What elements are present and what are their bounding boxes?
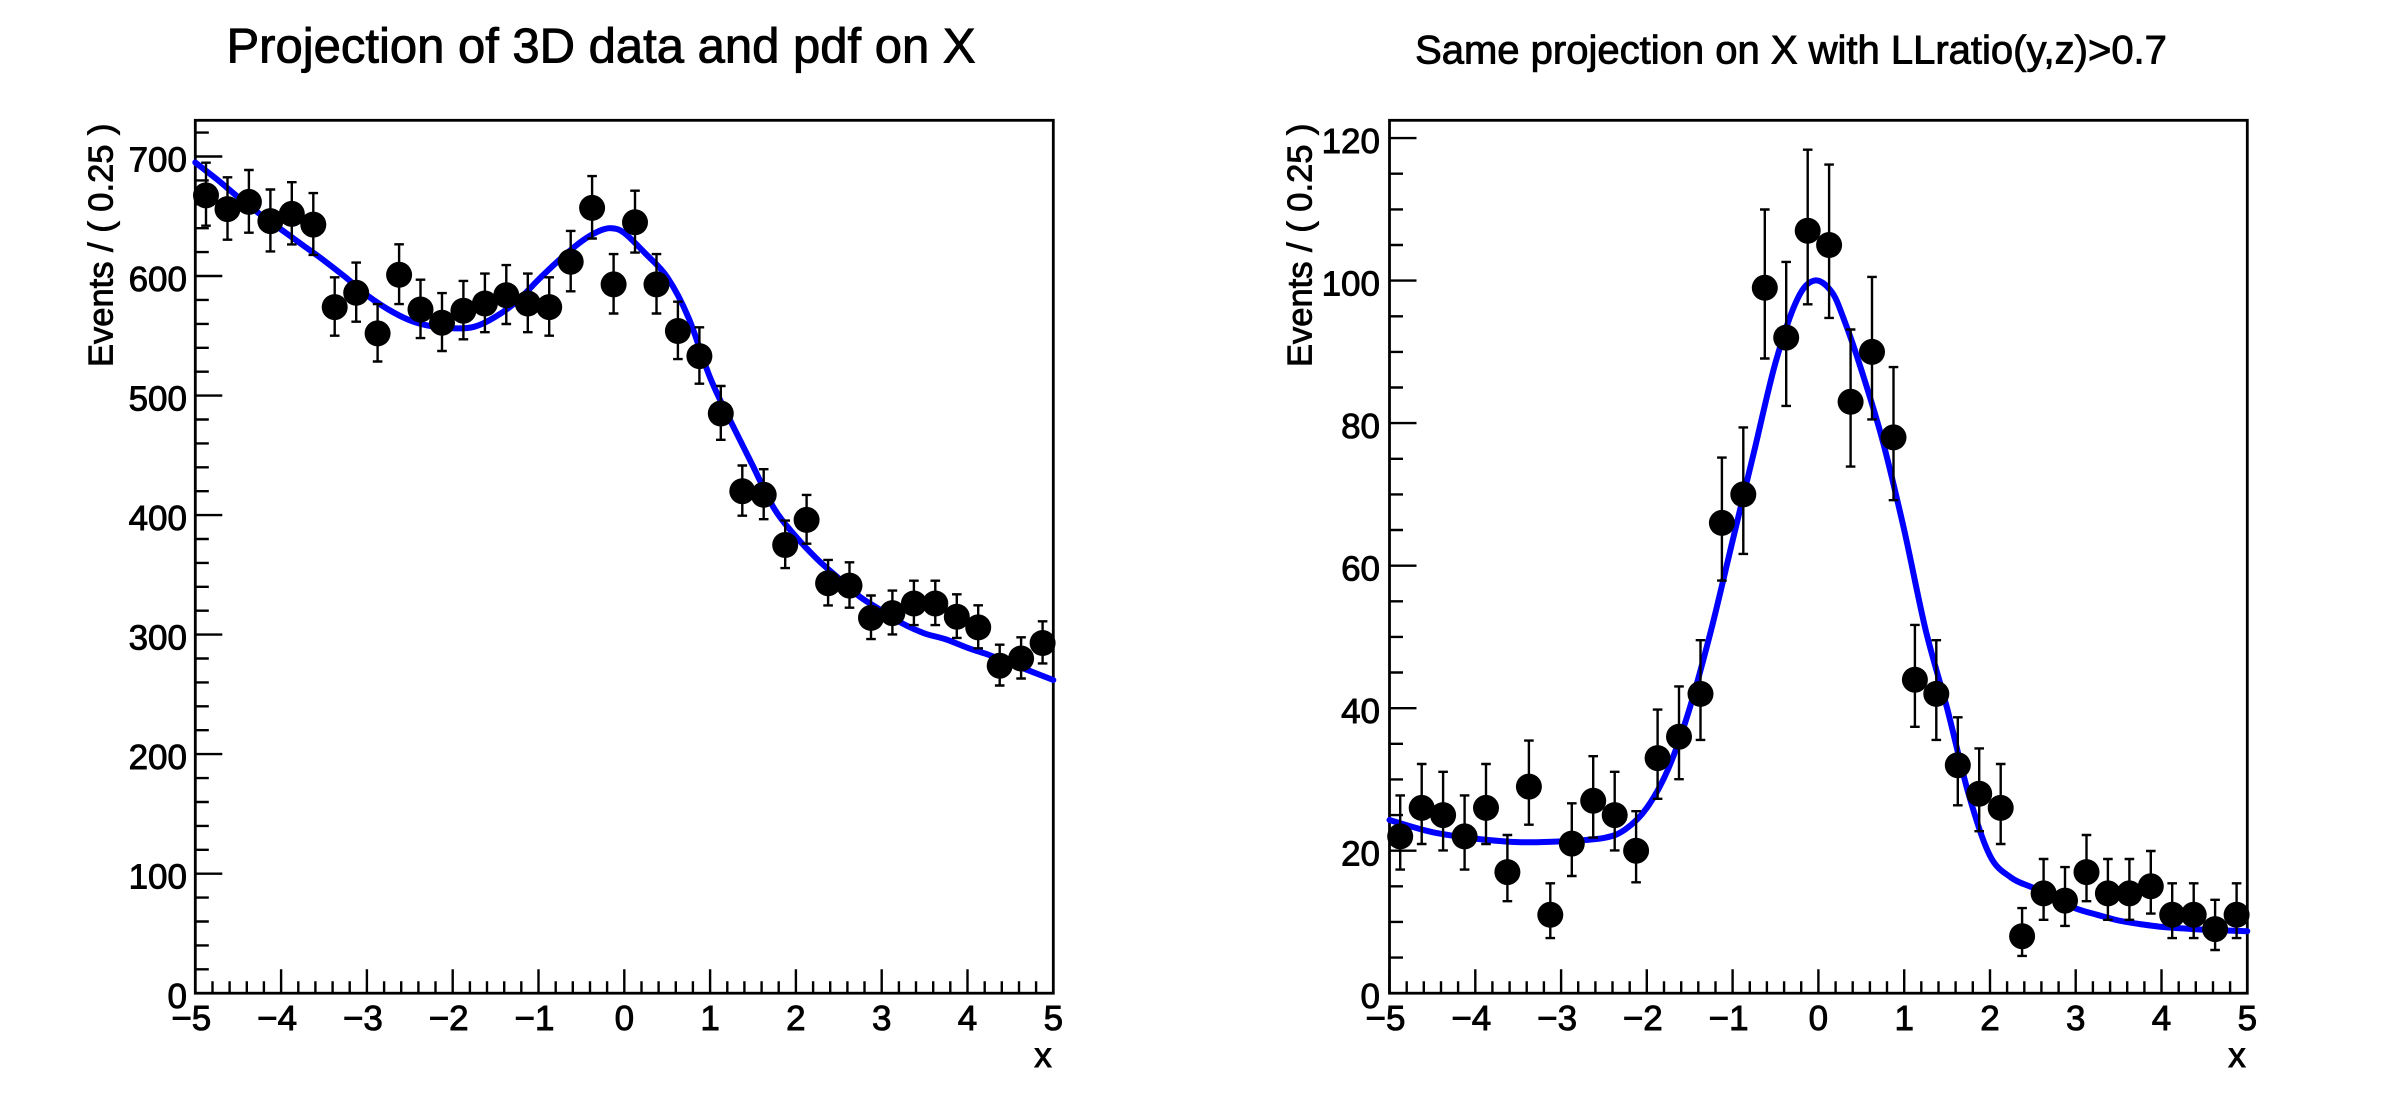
svg-text:700: 700 <box>129 141 187 180</box>
svg-text:3: 3 <box>872 999 891 1038</box>
svg-text:60: 60 <box>1341 550 1380 589</box>
svg-text:40: 40 <box>1341 692 1380 731</box>
svg-text:300: 300 <box>129 619 187 658</box>
svg-text:200: 200 <box>129 738 187 777</box>
svg-text:0: 0 <box>168 977 187 1016</box>
svg-text:−2: −2 <box>1623 999 1663 1038</box>
svg-text:3: 3 <box>2066 999 2085 1038</box>
svg-text:x: x <box>2228 1036 2246 1075</box>
svg-text:1: 1 <box>700 999 719 1038</box>
svg-text:−5: −5 <box>1366 999 1406 1038</box>
svg-text:Same projection on X with LLra: Same projection on X with LLratio(y,z)>0… <box>1415 29 2167 73</box>
svg-text:100: 100 <box>1322 265 1380 304</box>
svg-text:0: 0 <box>1809 999 1828 1038</box>
svg-text:500: 500 <box>129 380 187 419</box>
svg-text:600: 600 <box>129 260 187 299</box>
svg-text:−2: −2 <box>429 999 469 1038</box>
svg-text:4: 4 <box>2152 999 2171 1038</box>
svg-text:−3: −3 <box>1537 999 1577 1038</box>
svg-text:0: 0 <box>1361 977 1380 1016</box>
svg-text:120: 120 <box>1322 122 1380 161</box>
svg-text:−5: −5 <box>171 999 211 1038</box>
svg-text:−3: −3 <box>343 999 383 1038</box>
svg-text:x: x <box>1034 1036 1052 1075</box>
svg-text:100: 100 <box>129 858 187 897</box>
svg-text:−4: −4 <box>1451 999 1491 1038</box>
svg-text:−1: −1 <box>515 999 555 1038</box>
svg-text:2: 2 <box>786 999 805 1038</box>
svg-text:5: 5 <box>2238 999 2257 1038</box>
svg-text:Projection of 3D data and pdf: Projection of 3D data and pdf on X <box>226 20 975 74</box>
svg-text:400: 400 <box>129 499 187 538</box>
svg-text:2: 2 <box>1980 999 1999 1038</box>
svg-text:80: 80 <box>1341 407 1380 446</box>
svg-text:Events / ( 0.25 ): Events / ( 0.25 ) <box>1282 123 1320 367</box>
svg-text:0: 0 <box>615 999 634 1038</box>
svg-text:20: 20 <box>1341 835 1380 874</box>
svg-text:1: 1 <box>1894 999 1913 1038</box>
svg-text:Events / ( 0.25 ): Events / ( 0.25 ) <box>83 123 121 367</box>
svg-text:5: 5 <box>1044 999 1063 1038</box>
svg-text:−1: −1 <box>1709 999 1749 1038</box>
svg-text:4: 4 <box>958 999 977 1038</box>
svg-text:−4: −4 <box>257 999 297 1038</box>
